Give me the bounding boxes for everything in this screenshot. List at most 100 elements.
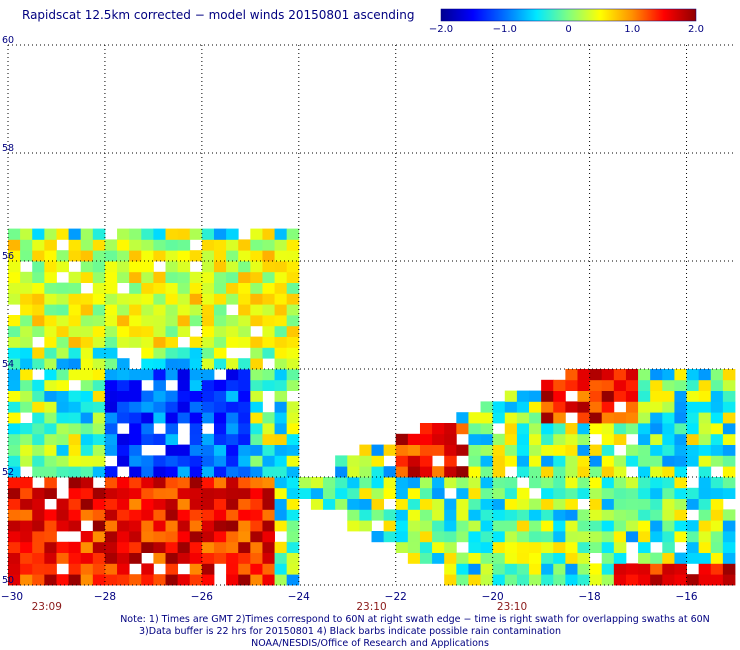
swath-1-cell bbox=[80, 293, 94, 305]
swath-2-cell bbox=[625, 379, 639, 391]
x-tick-label: −18 bbox=[579, 591, 601, 603]
swath-2-cell bbox=[613, 520, 627, 532]
swath-2-cell bbox=[638, 444, 651, 456]
swath-1-cell bbox=[129, 541, 142, 553]
swath-1-cell bbox=[129, 455, 142, 467]
swath-1-cell bbox=[92, 347, 106, 359]
swath-1-cell bbox=[165, 455, 179, 467]
swath-2-cell bbox=[565, 498, 578, 510]
swath-1-cell bbox=[68, 477, 82, 489]
swath-2-cell bbox=[419, 552, 433, 564]
swath-2-cell bbox=[553, 423, 566, 435]
swath-1-cell bbox=[226, 293, 239, 305]
swath-2-cell bbox=[407, 487, 421, 499]
swath-1-cell bbox=[32, 390, 45, 402]
swath-2-cell bbox=[625, 401, 639, 413]
swath-2-cell bbox=[589, 423, 603, 435]
swath-1-cell bbox=[56, 552, 69, 564]
swath-1-cell bbox=[44, 304, 57, 316]
swath-2-cell bbox=[529, 509, 542, 521]
swath-1-cell bbox=[141, 315, 154, 327]
swath-2-cell bbox=[698, 369, 712, 381]
x-tick-label: −16 bbox=[675, 591, 697, 603]
swath-2-cell bbox=[565, 477, 578, 489]
swath-1-cell bbox=[262, 325, 275, 337]
swath-1-cell bbox=[201, 390, 215, 402]
swath-2-cell bbox=[516, 444, 530, 456]
swath-1-cell bbox=[153, 520, 166, 532]
swath-1-cell bbox=[226, 423, 239, 435]
swath-1-cell bbox=[56, 250, 69, 262]
swath-2-cell bbox=[710, 509, 724, 521]
swath-1-cell bbox=[153, 455, 166, 467]
swath-2-cell bbox=[407, 520, 421, 532]
swath-1-cell bbox=[213, 444, 227, 456]
swath-1-cell bbox=[8, 293, 21, 305]
swath-1-cell bbox=[80, 250, 94, 262]
swath-1-cell bbox=[238, 293, 251, 305]
swath-2-cell bbox=[553, 401, 566, 413]
swath-2-cell bbox=[589, 369, 603, 381]
swath-2-cell bbox=[468, 412, 481, 424]
swath-2-cell bbox=[419, 423, 433, 435]
swath-2-cell bbox=[504, 509, 518, 521]
swath-1-cell bbox=[213, 347, 227, 359]
swath-1-cell bbox=[177, 477, 191, 489]
swath-2-cell bbox=[565, 433, 578, 445]
swath-1-cell bbox=[165, 531, 179, 543]
swath-1-cell bbox=[80, 401, 94, 413]
swath-2-cell bbox=[456, 520, 469, 532]
swath-1-cell bbox=[20, 369, 33, 381]
swath-1-cell bbox=[44, 239, 57, 251]
swath-1-cell bbox=[262, 477, 275, 489]
swath-1-cell bbox=[80, 379, 94, 391]
swath-2-cell bbox=[383, 509, 397, 521]
swath-1-cell bbox=[262, 336, 275, 348]
swath-1-cell bbox=[104, 369, 118, 381]
swath-1-cell bbox=[68, 466, 82, 478]
swath-2-cell bbox=[662, 487, 675, 499]
swath-1-cell bbox=[32, 293, 45, 305]
swath-1-cell bbox=[56, 315, 69, 327]
swath-1-cell bbox=[80, 369, 94, 381]
swath-2-cell bbox=[638, 423, 651, 435]
swath-1-cell bbox=[238, 574, 251, 586]
swath-2-cell bbox=[541, 498, 554, 510]
swath-2-cell bbox=[407, 433, 421, 445]
swath-2-cell bbox=[565, 574, 578, 586]
swath-2-cell bbox=[650, 563, 663, 575]
swath-2-cell bbox=[456, 423, 469, 435]
swath-1-cell bbox=[250, 412, 263, 424]
swath-2-cell bbox=[650, 552, 663, 564]
swath-2-cell bbox=[529, 563, 542, 575]
swath-1-cell bbox=[104, 325, 118, 337]
swath-2-cell bbox=[407, 498, 421, 510]
swath-1-cell bbox=[44, 466, 57, 478]
swath-2-cell bbox=[541, 466, 554, 478]
swath-1-cell bbox=[8, 520, 21, 532]
swath-1-cell bbox=[201, 574, 215, 586]
swath-2-cell bbox=[601, 531, 615, 543]
swath-1-cell bbox=[8, 423, 21, 435]
swath-1-cell bbox=[250, 228, 263, 240]
swath-1-cell bbox=[141, 347, 154, 359]
swath-1-cell bbox=[250, 563, 263, 575]
swath-1-cell bbox=[201, 433, 215, 445]
swath-1-cell bbox=[92, 401, 106, 413]
time-label: 23:10 bbox=[497, 601, 527, 613]
swath-2-cell bbox=[686, 487, 700, 499]
swath-1-cell bbox=[189, 520, 203, 532]
swath-1-cell bbox=[189, 315, 203, 327]
swath-1-cell bbox=[92, 498, 106, 510]
swath-1-cell bbox=[189, 552, 203, 564]
swath-1-cell bbox=[117, 455, 130, 467]
swath-1-cell bbox=[286, 315, 300, 327]
swath-1-cell bbox=[129, 433, 142, 445]
swath-2-cell bbox=[516, 433, 530, 445]
swath-1-cell bbox=[80, 271, 94, 283]
swath-1-cell bbox=[286, 433, 300, 445]
swath-2-cell bbox=[698, 401, 712, 413]
swath-1-cell bbox=[92, 261, 106, 273]
swath-1-cell bbox=[92, 369, 106, 381]
swath-2-cell bbox=[371, 444, 385, 456]
